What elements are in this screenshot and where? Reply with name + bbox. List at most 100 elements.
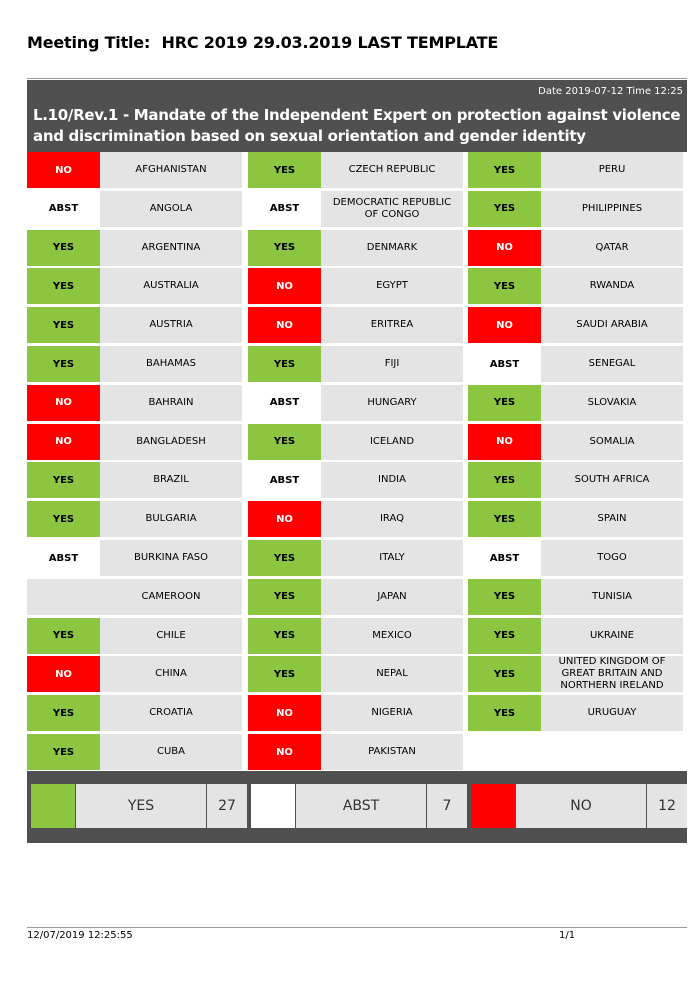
country-cell: ANGOLA bbox=[100, 190, 242, 227]
vote-cell: ABST bbox=[27, 540, 100, 576]
vote-cell: NO bbox=[248, 734, 321, 770]
vote-cell: YES bbox=[27, 501, 100, 538]
abst-total-label: ABST bbox=[296, 784, 426, 828]
vote-cell: ABST bbox=[468, 346, 541, 382]
country-cell: CHINA bbox=[100, 656, 242, 693]
country-cell: BANGLADESH bbox=[100, 423, 242, 460]
abst-total-count: 7 bbox=[427, 784, 467, 828]
country-cell: BULGARIA bbox=[100, 501, 242, 538]
country-cell: AUSTRALIA bbox=[100, 268, 242, 305]
country-cell: RWANDA bbox=[541, 268, 683, 305]
country-cell: URUGUAY bbox=[541, 695, 683, 732]
country-cell: NEPAL bbox=[321, 656, 463, 693]
vote-cell: NO bbox=[248, 695, 321, 732]
yes-total-count: 27 bbox=[207, 784, 247, 828]
country-cell: PHILIPPINES bbox=[541, 190, 683, 227]
country-cell: PAKISTAN bbox=[321, 734, 463, 770]
vote-cell: ABST bbox=[248, 462, 321, 499]
country-cell: SAUDI ARABIA bbox=[541, 307, 683, 344]
yes-color-swatch bbox=[31, 784, 75, 828]
no-total-count: 12 bbox=[647, 784, 687, 828]
country-cell: AUSTRIA bbox=[100, 307, 242, 344]
country-cell: DEMOCRATIC REPUBLIC OF CONGO bbox=[321, 190, 463, 227]
vote-cell: NO bbox=[248, 268, 321, 305]
vote-cell: NO bbox=[27, 656, 100, 693]
vote-cell: YES bbox=[27, 462, 100, 499]
vote-cell: YES bbox=[248, 229, 321, 266]
vote-cell: NO bbox=[27, 423, 100, 460]
country-cell: JAPAN bbox=[321, 578, 463, 615]
yes-total-label: YES bbox=[76, 784, 206, 828]
date-time: Date 2019-07-12 Time 12:25 bbox=[538, 86, 683, 97]
vote-cell: YES bbox=[27, 695, 100, 732]
vote-cell: NO bbox=[468, 229, 541, 266]
vote-cell: YES bbox=[468, 152, 541, 188]
country-cell: ICELAND bbox=[321, 423, 463, 460]
country-cell: PERU bbox=[541, 152, 683, 188]
vote-cell: YES bbox=[468, 501, 541, 538]
country-cell: MEXICO bbox=[321, 617, 463, 654]
vote-cell: YES bbox=[468, 384, 541, 421]
vote-cell: NO bbox=[468, 307, 541, 344]
country-cell: QATAR bbox=[541, 229, 683, 266]
country-cell: SOUTH AFRICA bbox=[541, 462, 683, 499]
country-cell: CHILE bbox=[100, 617, 242, 654]
country-cell: BRAZIL bbox=[100, 462, 242, 499]
abst-color-swatch bbox=[251, 784, 295, 828]
footer-timestamp: 12/07/2019 12:25:55 bbox=[27, 930, 133, 941]
vote-cell: NO bbox=[248, 501, 321, 538]
country-cell: UKRAINE bbox=[541, 617, 683, 654]
country-cell: NIGERIA bbox=[321, 695, 463, 732]
vote-cell: YES bbox=[468, 617, 541, 654]
vote-cell: YES bbox=[468, 268, 541, 305]
vote-cell: YES bbox=[468, 578, 541, 615]
vote-cell: YES bbox=[468, 656, 541, 693]
country-cell: BAHRAIN bbox=[100, 384, 242, 421]
country-cell: FIJI bbox=[321, 346, 463, 382]
vote-cell: YES bbox=[27, 734, 100, 770]
vote-cell: YES bbox=[27, 229, 100, 266]
vote-cell: ABST bbox=[468, 540, 541, 576]
country-cell: BAHAMAS bbox=[100, 346, 242, 382]
vote-cell: YES bbox=[468, 462, 541, 499]
vote-cell: YES bbox=[248, 346, 321, 382]
vote-cell: YES bbox=[27, 346, 100, 382]
country-cell: EGYPT bbox=[321, 268, 463, 305]
country-cell: DENMARK bbox=[321, 229, 463, 266]
country-cell: CUBA bbox=[100, 734, 242, 770]
country-cell: TUNISIA bbox=[541, 578, 683, 615]
country-cell: SLOVAKIA bbox=[541, 384, 683, 421]
country-cell: CZECH REPUBLIC bbox=[321, 152, 463, 188]
footer-page-number: 1/1 bbox=[559, 930, 576, 941]
vote-cell: NO bbox=[27, 152, 100, 188]
meeting-title-value: HRC 2019 29.03.2019 LAST TEMPLATE bbox=[161, 33, 499, 52]
country-cell: TOGO bbox=[541, 540, 683, 576]
no-color-swatch bbox=[471, 784, 515, 828]
vote-cell: YES bbox=[468, 190, 541, 227]
country-cell: ITALY bbox=[321, 540, 463, 576]
vote-cell: YES bbox=[248, 423, 321, 460]
vote-cell: YES bbox=[468, 695, 541, 732]
vote-cell: NO bbox=[248, 307, 321, 344]
country-cell: SENEGAL bbox=[541, 346, 683, 382]
country-cell: CROATIA bbox=[100, 695, 242, 732]
vote-cell: ABST bbox=[27, 190, 100, 227]
vote-cell: NO bbox=[27, 384, 100, 421]
vote-cell: ABST bbox=[248, 190, 321, 227]
vote-cell: YES bbox=[27, 617, 100, 654]
country-cell: SOMALIA bbox=[541, 423, 683, 460]
country-cell: INDIA bbox=[321, 462, 463, 499]
country-cell: IRAQ bbox=[321, 501, 463, 538]
country-cell: BURKINA FASO bbox=[100, 540, 242, 576]
vote-cell: YES bbox=[248, 617, 321, 654]
meeting-title-label: Meeting Title: bbox=[27, 33, 151, 52]
country-cell: AFGHANISTAN bbox=[100, 152, 242, 188]
country-cell: ARGENTINA bbox=[100, 229, 242, 266]
vote-cell: YES bbox=[27, 268, 100, 305]
vote-cell bbox=[27, 578, 100, 615]
country-cell: CAMEROON bbox=[100, 578, 242, 615]
meeting-title: Meeting Title: HRC 2019 29.03.2019 LAST … bbox=[27, 33, 498, 52]
country-cell: UNITED KINGDOM OF GREAT BRITAIN AND NORT… bbox=[541, 656, 683, 693]
vote-cell: YES bbox=[248, 540, 321, 576]
vote-summary: YES 27 ABST 7 NO 12 bbox=[27, 771, 687, 843]
